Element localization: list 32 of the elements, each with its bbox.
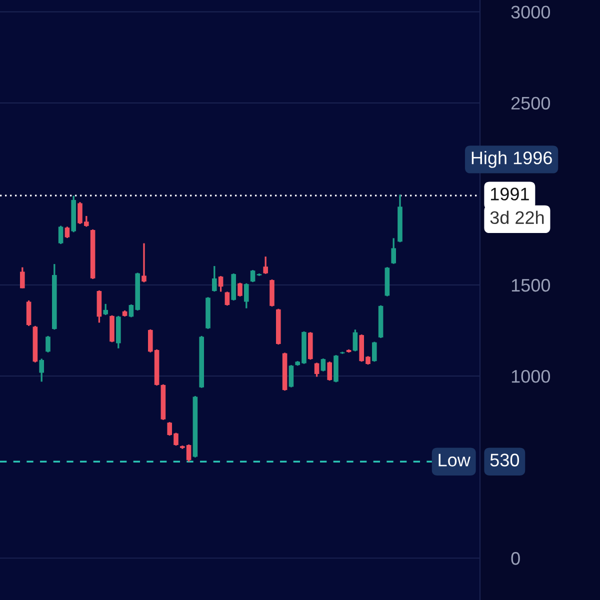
text: 3d 22h <box>490 210 544 224</box>
candlestick <box>263 256 268 275</box>
ref-line-label: 1991 <box>490 188 529 200</box>
candlestick <box>250 269 256 283</box>
candlestick <box>142 242 146 284</box>
candlestick <box>238 282 242 298</box>
candlestick <box>327 360 332 382</box>
candlestick <box>320 358 326 372</box>
candlestick <box>352 328 358 352</box>
candlestick <box>314 362 320 378</box>
candlestick <box>58 224 64 245</box>
candlestick <box>64 226 70 239</box>
candlestick <box>391 237 396 265</box>
candlestick <box>212 265 217 292</box>
text: 530 <box>490 454 520 466</box>
annotation: High 1996 <box>472 151 552 168</box>
candlestick <box>26 300 32 327</box>
candlestick <box>244 282 249 310</box>
candlestick <box>46 335 50 354</box>
candlestick <box>218 275 224 293</box>
candlestick <box>20 266 25 290</box>
y-tick-label: 2500 <box>511 96 550 110</box>
candlestick <box>103 303 108 316</box>
y-tick-label: 0 <box>511 552 520 565</box>
y-tick-label: 1000 <box>512 370 550 383</box>
y-tick-label: 1500 <box>512 278 550 292</box>
y-tick-label: 3000 <box>511 6 550 19</box>
candlestick <box>39 358 44 383</box>
candlestick <box>224 290 230 306</box>
ref-line-label: Low <box>438 454 470 466</box>
candlestick <box>288 364 294 388</box>
candlestick <box>372 340 377 362</box>
